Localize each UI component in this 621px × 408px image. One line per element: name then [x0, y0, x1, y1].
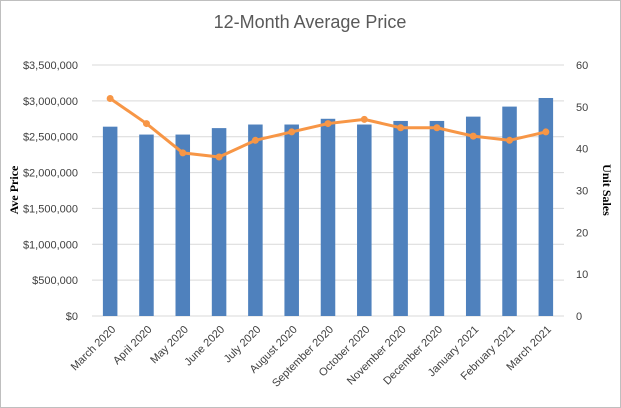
line-point — [397, 124, 405, 132]
y2-tick-label: 30 — [576, 186, 588, 198]
line-point — [506, 136, 514, 144]
bar — [429, 120, 445, 317]
left-axis-title: Ave Price — [7, 165, 21, 214]
line-point — [251, 136, 259, 144]
x-tick-label: September 2020 — [270, 324, 336, 390]
bar — [465, 116, 481, 317]
y-tick-label: $500,000 — [32, 275, 78, 287]
line-point — [469, 132, 477, 140]
y-tick-label: $3,500,000 — [23, 60, 78, 72]
y-tick-label: $1,500,000 — [23, 203, 78, 215]
bar — [284, 124, 299, 316]
line-point — [324, 120, 332, 128]
line-point — [433, 124, 441, 132]
y2-tick-label: 50 — [576, 102, 588, 114]
y2-tick-label: 10 — [576, 269, 588, 281]
bar — [139, 134, 154, 316]
bar — [393, 120, 408, 317]
bar — [175, 134, 191, 316]
right-axis-ticks: 0 10 20 30 40 50 60 — [576, 60, 588, 323]
bar — [248, 124, 263, 316]
left-axis-ticks: $0 $500,000 $1,000,000 $1,500,000 $2,000,000… — [23, 60, 78, 323]
line-point — [179, 149, 187, 157]
bar — [211, 128, 227, 316]
bar — [538, 97, 554, 316]
bar — [320, 118, 336, 317]
line-point — [288, 128, 296, 136]
bar — [102, 126, 118, 316]
y-tick-label: $3,000,000 — [23, 96, 78, 108]
line-point — [360, 115, 368, 123]
chart-title: 12-Month Average Price — [214, 12, 407, 32]
x-tick-label: March 2020 — [69, 324, 119, 374]
y-tick-label: $2,500,000 — [23, 132, 78, 144]
line-point — [215, 153, 223, 161]
y-tick-label: $2,000,000 — [23, 168, 78, 180]
y-tick-label: $1,000,000 — [23, 239, 78, 251]
y2-tick-label: 60 — [576, 60, 588, 72]
line-series — [106, 94, 550, 161]
x-tick-label: April 2020 — [111, 324, 155, 368]
right-axis-title: Unit Sales — [600, 164, 614, 216]
bar-series — [102, 97, 554, 317]
bar — [357, 124, 372, 316]
y2-tick-label: 0 — [576, 311, 582, 323]
line-point — [142, 120, 150, 128]
y-tick-label: $0 — [66, 311, 78, 323]
y2-tick-label: 40 — [576, 144, 588, 156]
bar — [502, 106, 517, 316]
y2-tick-label: 20 — [576, 227, 588, 239]
line-point — [542, 128, 550, 136]
line-point — [106, 94, 114, 102]
